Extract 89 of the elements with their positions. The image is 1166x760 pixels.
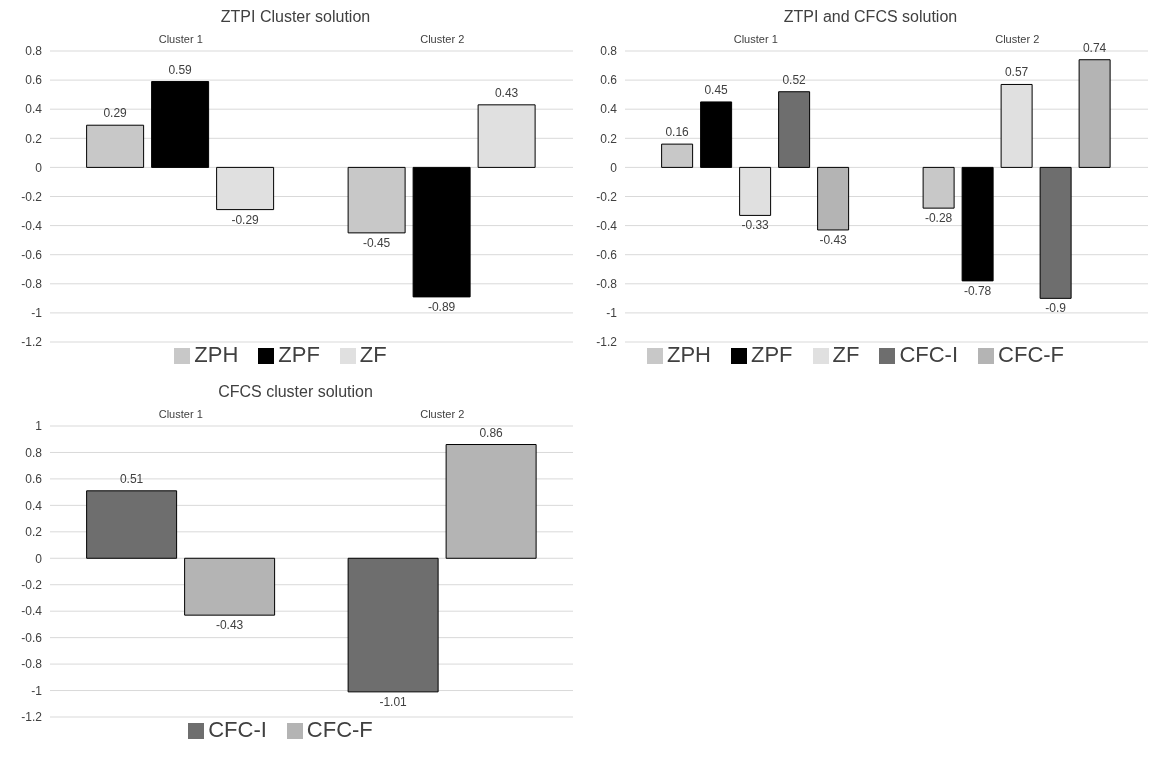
y-tick-label: -0.6 — [21, 247, 43, 262]
data-label: -0.9 — [1045, 301, 1067, 316]
legend-label: ZPH — [194, 342, 239, 367]
legend-label: ZF — [359, 342, 387, 367]
y-tick-label: 0.6 — [600, 73, 618, 88]
data-label: -0.89 — [427, 299, 456, 314]
data-label: -1.01 — [379, 694, 408, 709]
chart-title: ZTPI and CFCS solution — [782, 8, 959, 27]
y-tick-label: -1 — [606, 306, 618, 321]
data-label: 0.16 — [665, 125, 690, 140]
y-tick-label: 0.6 — [25, 472, 43, 487]
y-tick-label: 0.4 — [25, 102, 43, 117]
y-tick-label: 0.8 — [25, 44, 43, 59]
data-label: 0.43 — [494, 85, 519, 100]
legend-label: CFC-I — [899, 342, 959, 367]
x-tick-label: Cluster 2 — [420, 408, 465, 420]
legend-label: ZPH — [666, 342, 711, 367]
data-label: 0.52 — [782, 72, 807, 87]
data-label: 0.57 — [1004, 65, 1029, 80]
bar — [412, 166, 471, 298]
data-label: -0.28 — [924, 211, 953, 226]
data-label: -0.45 — [362, 235, 391, 250]
data-label: 0.29 — [103, 106, 128, 121]
y-tick-label: -0.6 — [21, 630, 43, 645]
y-tick-label: -0.2 — [596, 189, 618, 204]
bar — [1078, 59, 1111, 168]
y-tick-label: 0.2 — [25, 131, 43, 146]
legend-label: ZPF — [750, 342, 793, 367]
x-tick-label: Cluster 2 — [420, 33, 465, 45]
y-tick-label: -1.2 — [596, 335, 618, 350]
data-label: -0.43 — [215, 618, 244, 633]
legend-label: CFC-F — [306, 717, 373, 742]
data-label: 0.51 — [119, 471, 144, 486]
x-tick-label: Cluster 1 — [158, 33, 203, 45]
bar — [961, 166, 994, 282]
x-tick-label: Cluster 2 — [995, 33, 1040, 45]
y-tick-label: 0.4 — [600, 102, 618, 117]
bar — [347, 557, 439, 693]
y-tick-label: -0.8 — [21, 277, 43, 292]
bar — [1039, 166, 1072, 299]
bar — [86, 490, 178, 559]
y-tick-label: -1 — [31, 683, 43, 698]
y-tick-label: 1 — [35, 419, 43, 434]
y-tick-label: -0.8 — [21, 657, 43, 672]
y-tick-label: 0 — [35, 551, 43, 566]
x-tick-label: Cluster 1 — [733, 33, 778, 45]
legend-label: CFC-F — [998, 342, 1065, 367]
data-label: 0.59 — [168, 62, 193, 77]
y-tick-label: 0.2 — [600, 131, 618, 146]
bar — [778, 91, 811, 168]
chart-title: CFCS cluster solution — [217, 383, 374, 402]
y-tick-label: -1.2 — [21, 335, 43, 350]
y-tick-label: -0.4 — [21, 604, 43, 619]
y-tick-label: 0 — [610, 160, 618, 175]
bar — [700, 101, 733, 168]
y-tick-label: -0.2 — [21, 577, 43, 592]
y-tick-label: -0.4 — [21, 218, 43, 233]
data-label: 0.86 — [479, 425, 504, 440]
y-tick-label: 0.8 — [25, 445, 43, 460]
bar — [445, 444, 537, 559]
data-label: 0.74 — [1082, 40, 1107, 55]
data-label: 0.45 — [704, 82, 729, 97]
y-tick-label: -0.4 — [596, 218, 618, 233]
y-tick-label: -1.2 — [21, 710, 43, 725]
data-label: -0.43 — [819, 232, 848, 247]
y-tick-label: 0.6 — [25, 73, 43, 88]
y-tick-label: 0 — [35, 160, 43, 175]
legend-label: ZPF — [278, 342, 320, 367]
legend-label: ZF — [832, 342, 860, 367]
y-tick-label: 0.8 — [600, 44, 618, 59]
bar — [151, 81, 210, 168]
y-tick-label: -1 — [31, 306, 43, 321]
y-tick-label: -0.8 — [596, 277, 618, 292]
bar — [86, 124, 145, 168]
y-tick-label: -0.2 — [21, 189, 43, 204]
data-label: -0.29 — [231, 212, 260, 227]
y-tick-label: -0.6 — [596, 247, 618, 262]
chart-title: ZTPI Cluster solution — [219, 8, 372, 27]
bar — [661, 143, 694, 168]
data-label: -0.33 — [741, 218, 770, 233]
bar — [184, 557, 276, 616]
y-tick-label: 0.2 — [25, 525, 43, 540]
legend-label: CFC-I — [208, 717, 267, 742]
bar — [922, 166, 955, 209]
bar — [817, 166, 850, 231]
bar — [347, 166, 406, 234]
x-tick-label: Cluster 1 — [158, 408, 203, 420]
y-tick-label: 0.4 — [25, 498, 43, 513]
data-label: -0.78 — [963, 283, 992, 298]
